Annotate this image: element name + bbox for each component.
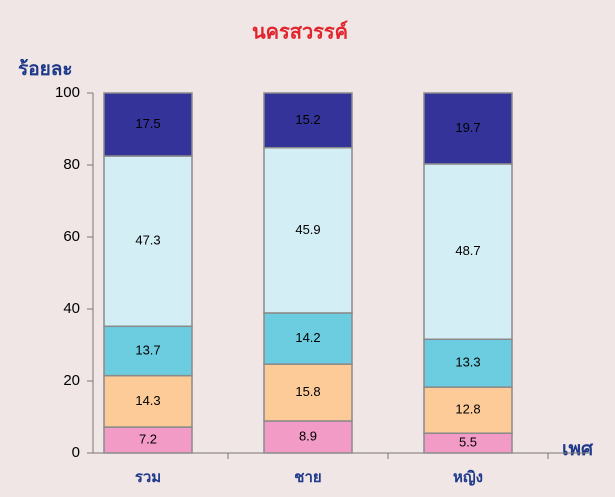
y-tick-label: 40 bbox=[63, 300, 80, 317]
data-label: 47.3 bbox=[135, 233, 160, 248]
bar-segment bbox=[423, 338, 513, 388]
x-tick-label: รวม bbox=[135, 468, 161, 486]
bar-segment bbox=[263, 92, 353, 149]
bar-segment bbox=[263, 363, 353, 422]
bar-segment bbox=[103, 155, 193, 328]
bar-segment bbox=[423, 163, 513, 340]
bar-segment bbox=[263, 312, 353, 365]
data-label: 15.8 bbox=[295, 384, 320, 399]
data-label: 13.7 bbox=[135, 342, 160, 357]
bar-segment bbox=[103, 92, 193, 157]
y-tick-label: 100 bbox=[55, 84, 80, 101]
data-label: 12.8 bbox=[455, 402, 480, 417]
data-label: 15.2 bbox=[295, 112, 320, 127]
chart-title: นครสวรรค์ bbox=[252, 20, 348, 44]
bar-segment bbox=[423, 386, 513, 434]
y-tick-label: 20 bbox=[63, 372, 80, 389]
x-tick-label: หญิง bbox=[453, 468, 483, 486]
data-label: 8.9 bbox=[299, 428, 317, 443]
data-label: 17.5 bbox=[135, 116, 160, 131]
bar-segment bbox=[423, 92, 513, 165]
y-tick-label: 0 bbox=[72, 444, 80, 461]
data-label: 14.2 bbox=[295, 330, 320, 345]
data-label: 7.2 bbox=[139, 431, 157, 446]
data-label: 13.3 bbox=[455, 355, 480, 370]
y-tick-label: 60 bbox=[63, 228, 80, 245]
bar-segment bbox=[103, 374, 193, 428]
data-label: 48.7 bbox=[455, 243, 480, 258]
data-label: 14.3 bbox=[135, 393, 160, 408]
bar-segment bbox=[263, 146, 353, 314]
x-tick-label: ชาย bbox=[294, 468, 321, 486]
data-label: 5.5 bbox=[459, 435, 477, 450]
data-label: 19.7 bbox=[455, 120, 480, 135]
y-axis-label: ร้อยละ bbox=[18, 58, 73, 80]
bar-segment bbox=[263, 420, 353, 454]
data-label: 45.9 bbox=[295, 222, 320, 237]
y-tick-label: 80 bbox=[63, 156, 80, 173]
x-axis-label: เพศ bbox=[562, 438, 594, 460]
